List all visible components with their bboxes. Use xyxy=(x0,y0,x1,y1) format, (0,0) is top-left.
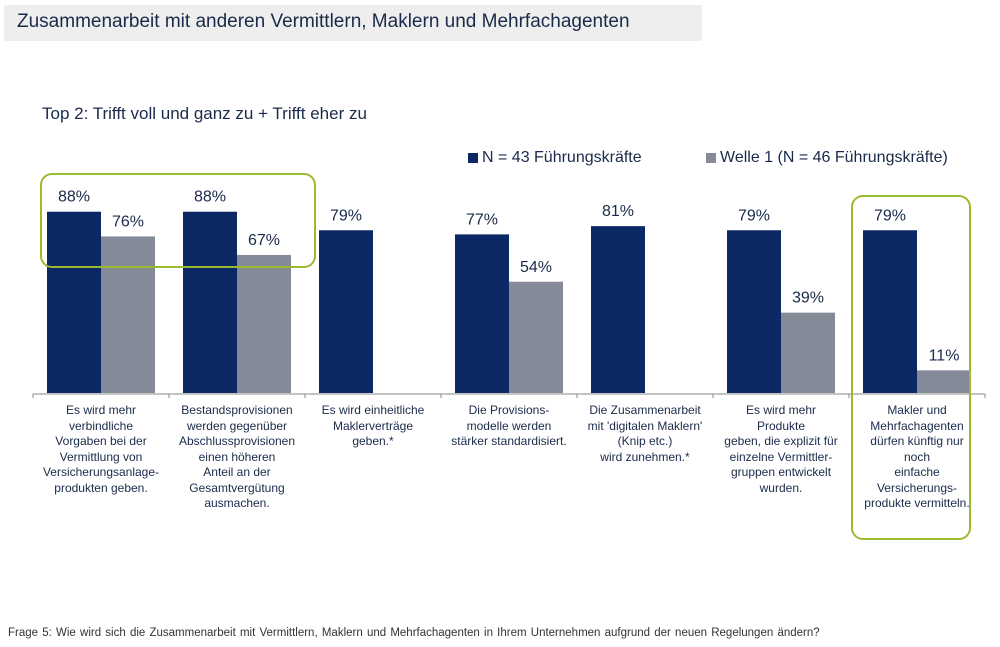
category-label: Makler und Mehrfachagenten dürfen künfti… xyxy=(864,403,970,510)
legend-swatch-series2 xyxy=(706,153,716,163)
data-label-series1: 79% xyxy=(330,207,362,224)
bar-series1 xyxy=(319,230,373,393)
data-label-series1: 79% xyxy=(738,207,770,224)
data-label-series2: 39% xyxy=(792,290,824,307)
legend-label-series2: Welle 1 (N = 46 Führungskräfte) xyxy=(720,149,948,166)
bar-series1 xyxy=(591,226,645,393)
data-label-series2: 67% xyxy=(248,232,280,249)
title-bar: Zusammenarbeit mit anderen Vermittlern, … xyxy=(4,5,702,41)
bar-series2 xyxy=(917,370,971,393)
highlight-box-first-two xyxy=(40,173,316,268)
legend-item-series1: N = 43 Führungskräfte xyxy=(468,149,642,167)
data-label-series1: 79% xyxy=(874,207,906,224)
category-label: Die Zusammenarbeit mit 'digitalen Makler… xyxy=(587,403,703,464)
bar-series2 xyxy=(237,254,291,393)
category-label: Die Provisions- modelle werden stärker s… xyxy=(451,403,567,448)
bar-series2 xyxy=(101,236,155,393)
bar-series2 xyxy=(509,281,563,393)
category-label: Bestandsprovisionen werden gegenüber Abs… xyxy=(178,403,296,510)
bar-series2 xyxy=(781,312,835,393)
data-label-series2: 11% xyxy=(929,347,960,364)
bar-series1 xyxy=(47,211,101,393)
legend-label-series1: N = 43 Führungskräfte xyxy=(482,149,642,166)
highlight-box-last xyxy=(851,195,971,540)
data-label-series1: 77% xyxy=(466,211,498,228)
category-label: Es wird einheitliche Maklerverträge gebe… xyxy=(321,403,425,448)
bar-series1 xyxy=(727,230,781,393)
category-label: Es wird mehr Produkte geben, die explizi… xyxy=(724,403,838,495)
bar-series1 xyxy=(183,211,237,393)
data-label-series2: 54% xyxy=(520,259,552,276)
data-label-series1: 88% xyxy=(58,189,90,206)
bar-series1 xyxy=(863,230,917,393)
footnote-question: Frage 5: Wie wird sich die Zusammenarbei… xyxy=(8,627,820,639)
chart-subtitle: Top 2: Trifft voll und ganz zu + Trifft … xyxy=(42,104,367,123)
legend-swatch-series1 xyxy=(468,153,478,163)
page-title: Zusammenarbeit mit anderen Vermittlern, … xyxy=(17,11,630,32)
data-label-series2: 76% xyxy=(112,213,144,230)
data-label-series1: 88% xyxy=(194,189,226,206)
category-label: Es wird mehr verbindliche Vorgaben bei d… xyxy=(42,403,160,495)
bar-series1 xyxy=(455,234,509,393)
data-label-series1: 81% xyxy=(602,203,634,220)
legend-item-series2: Welle 1 (N = 46 Führungskräfte) xyxy=(706,149,948,167)
